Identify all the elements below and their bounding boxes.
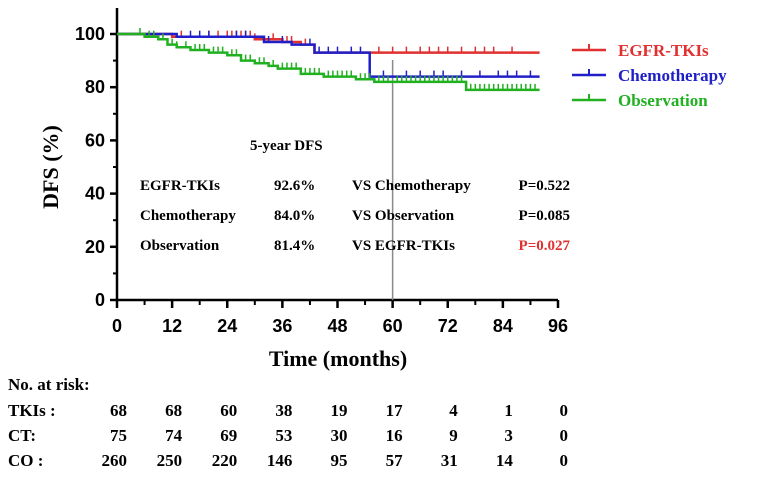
risk-cell: 69 [220,426,237,445]
survival-curves [117,28,540,92]
y-tick-label: 100 [75,24,105,44]
risk-cell: 95 [331,451,348,470]
axes: 0 20 40 60 80 100 0 12 24 36 48 60 72 84 96 [75,8,568,336]
risk-cell: 4 [449,401,458,420]
risk-row-label: CT: [8,426,36,445]
y-tick-label: 40 [85,184,105,204]
x-tick-label: 96 [548,316,568,336]
risk-cell: 74 [165,426,183,445]
risk-cell: 0 [560,401,569,420]
x-axis-title: Time (months) [269,346,407,371]
risk-row-label: CO : [8,451,43,470]
legend-label: EGFR-TKIs [618,41,709,60]
x-tick-label: 12 [162,316,182,336]
x-tick-label: 48 [327,316,347,336]
risk-row-label: TKIs : [8,401,56,420]
risk-cell: 17 [386,401,404,420]
risk-cell: 0 [560,426,569,445]
risk-cell: 3 [504,426,513,445]
y-tick-label: 20 [85,237,105,257]
risk-cell: 0 [560,451,569,470]
risk-cell: 14 [496,451,514,470]
annotation-group: EGFR-TKIs [140,178,220,194]
risk-cell: 57 [386,451,404,470]
legend-label: Chemotherapy [618,66,727,85]
x-tick-label: 0 [112,316,122,336]
x-tick-label: 72 [438,316,458,336]
annotation-p-value: P=0.085 [519,208,570,224]
y-tick-label: 60 [85,130,105,150]
annotation-comparison: VS EGFR-TKIs [352,238,455,254]
annotation-rate: 92.6% [274,178,315,194]
annotation-group: Observation [140,238,220,254]
risk-cell: 250 [157,451,183,470]
annotation-comparison: VS Chemotherapy [352,178,471,194]
x-tick-label: 24 [217,316,237,336]
risk-cell: 19 [331,401,348,420]
risk-table: No. at risk: TKIs : 68 68 60 38 19 17 4 1 0 CT: 75 74… [8,375,568,470]
risk-cell: 1 [504,401,513,420]
annotation-group: Chemotherapy [140,208,236,224]
risk-cell: 75 [110,426,127,445]
risk-cell: 53 [275,426,292,445]
annotation-title: 5-year DFS [250,138,323,154]
x-tick-label: 36 [272,316,292,336]
risk-cell: 38 [275,401,292,420]
risk-cell: 30 [331,426,348,445]
series-line-observation [117,32,540,92]
x-tick-label: 60 [383,316,403,336]
annotation-p-value: P=0.027 [519,238,571,254]
risk-cell: 60 [220,401,237,420]
risk-cell: 16 [386,426,403,445]
risk-cell: 146 [267,451,293,470]
x-tick-label: 84 [493,316,513,336]
y-tick-label: 0 [95,290,105,310]
risk-table-title: No. at risk: [8,375,90,394]
risk-cell: 68 [110,401,127,420]
risk-cell: 31 [441,451,458,470]
annotation-comparison: VS Observation [352,208,455,224]
series-line-chemotherapy [117,32,540,78]
risk-cell: 220 [212,451,238,470]
y-axis-title: DFS (%) [38,125,63,209]
risk-cell: 68 [165,401,182,420]
annotation-rate: 84.0% [274,208,315,224]
dfs-annotation: 5-year DFS EGFR-TKIs 92.6% VS Chemotherapy P… [140,138,570,254]
risk-cell: 260 [102,451,128,470]
legend: EGFR-TKIs Chemotherapy Observation [572,41,727,110]
y-tick-label: 80 [85,77,105,97]
legend-label: Observation [618,91,708,110]
risk-cell: 9 [449,426,458,445]
annotation-rate: 81.4% [274,238,315,254]
annotation-p-value: P=0.522 [519,178,570,194]
